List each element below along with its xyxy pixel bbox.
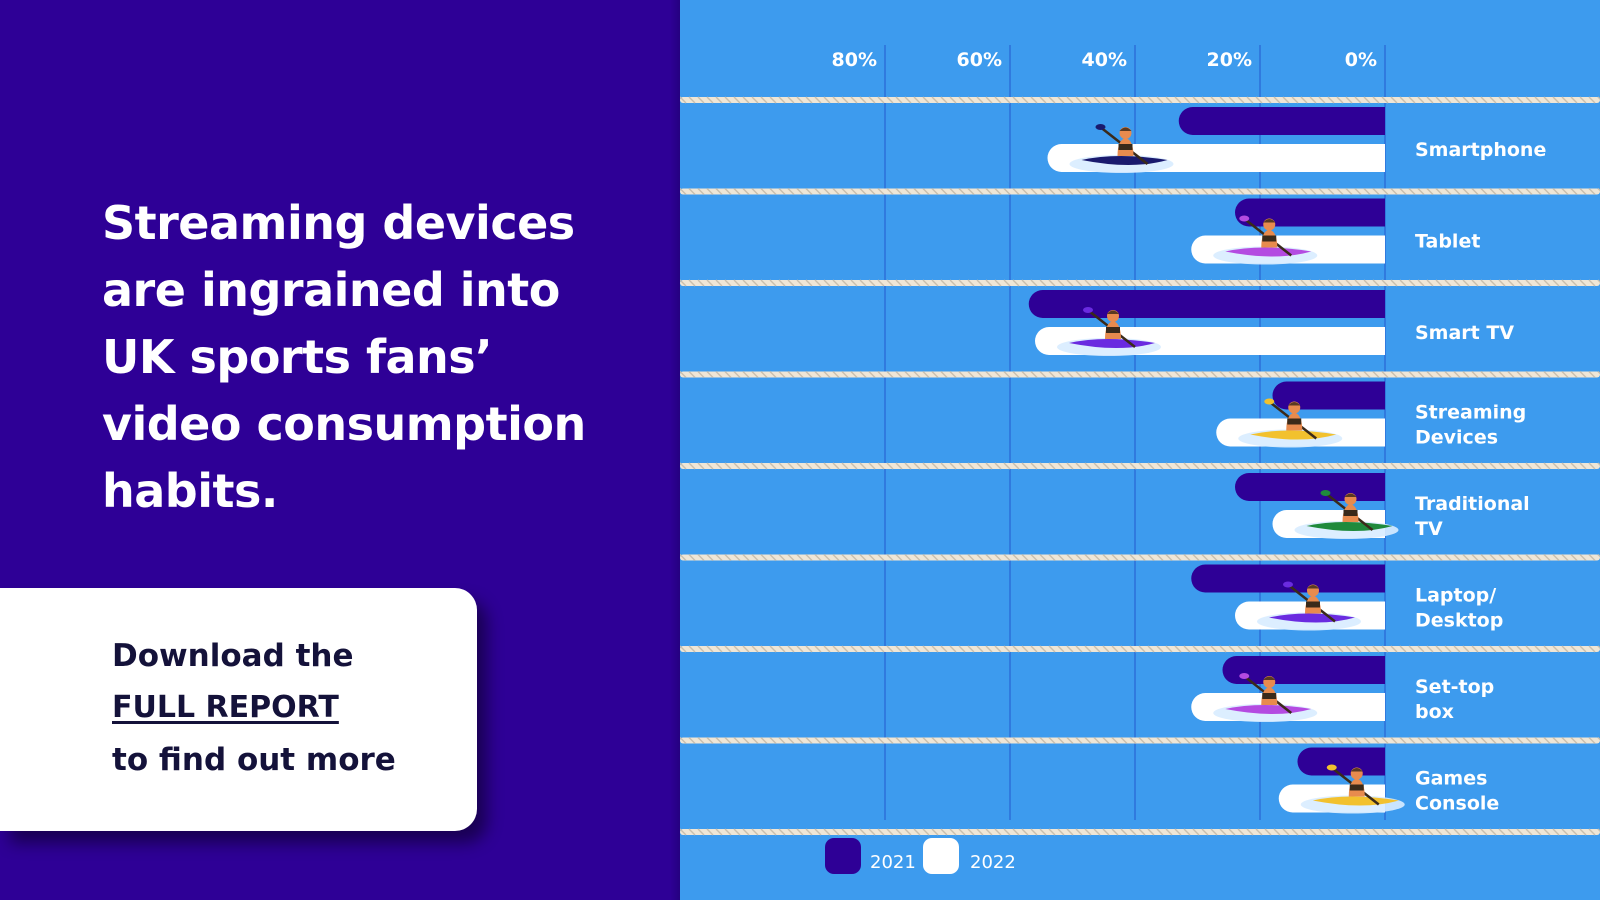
full-report-link[interactable]: FULL REPORT	[112, 690, 339, 725]
category-label: Laptop/	[1415, 584, 1496, 606]
bar-2021	[1235, 198, 1385, 227]
bar-2021	[1178, 107, 1385, 135]
legend: 2021 2022	[825, 838, 1016, 874]
lane-rope	[680, 96, 1600, 104]
bar-2021	[1272, 381, 1385, 410]
lane-rope	[680, 645, 1600, 653]
cta-text-line3: to find out more	[112, 742, 396, 778]
category-label: Console	[1415, 792, 1499, 814]
lane-rope	[680, 371, 1600, 378]
cta-card	[0, 588, 477, 831]
kayak-icon	[1300, 764, 1405, 814]
category-label: Streaming	[1415, 401, 1526, 423]
x-tick-label: 0%	[1345, 49, 1377, 71]
x-tick-label: 60%	[957, 49, 1002, 71]
bar-2021	[1235, 473, 1385, 501]
kayak-icon	[1213, 673, 1318, 722]
lane-rope	[680, 462, 1600, 470]
x-tick-label: 20%	[1207, 49, 1252, 71]
category-label: Desktop	[1415, 609, 1503, 631]
legend-label-2022: 2022	[970, 852, 1016, 873]
category-label: Traditional	[1415, 493, 1530, 515]
category-label: Smart TV	[1415, 322, 1514, 344]
category-label: Devices	[1415, 426, 1498, 448]
bar-2021	[1028, 290, 1385, 318]
kayak-icon	[1057, 307, 1161, 356]
legend-swatch-2021	[825, 838, 861, 874]
x-tick-label: 80%	[832, 49, 877, 71]
category-label: Tablet	[1415, 230, 1480, 252]
kayak-icon	[1069, 124, 1174, 173]
category-label: TV	[1415, 518, 1443, 540]
legend-label-2021: 2021	[870, 852, 916, 873]
category-label: box	[1415, 701, 1454, 723]
bar-2021	[1222, 656, 1385, 684]
cta-text-line1: Download the	[112, 638, 354, 674]
kayak-icon	[1238, 398, 1343, 448]
kayak-icon	[1213, 215, 1318, 265]
bar-2021	[1191, 564, 1385, 593]
lane-rope	[680, 279, 1600, 287]
bar-chart: 80% 60% 40% 20% 0% Smartphone Tablet Smart TV St…	[680, 45, 1600, 874]
legend-swatch-2022	[923, 838, 959, 874]
category-label: Games	[1415, 767, 1487, 789]
chart-panel: 80% 60% 40% 20% 0% Smartphone Tablet Smart TV St…	[680, 0, 1600, 900]
lane-rope	[680, 188, 1600, 195]
kayak-icon	[1294, 490, 1399, 539]
category-label: Set-top	[1415, 676, 1494, 698]
lane-rope	[680, 554, 1600, 561]
bar-2021	[1297, 747, 1385, 776]
x-tick-label: 40%	[1082, 49, 1127, 71]
lane-rope	[680, 828, 1600, 836]
lane-rope	[680, 737, 1600, 744]
category-label: Smartphone	[1415, 139, 1546, 161]
headline: Streaming devices are ingrained into UK …	[102, 196, 586, 518]
kayak-icon	[1257, 581, 1361, 631]
